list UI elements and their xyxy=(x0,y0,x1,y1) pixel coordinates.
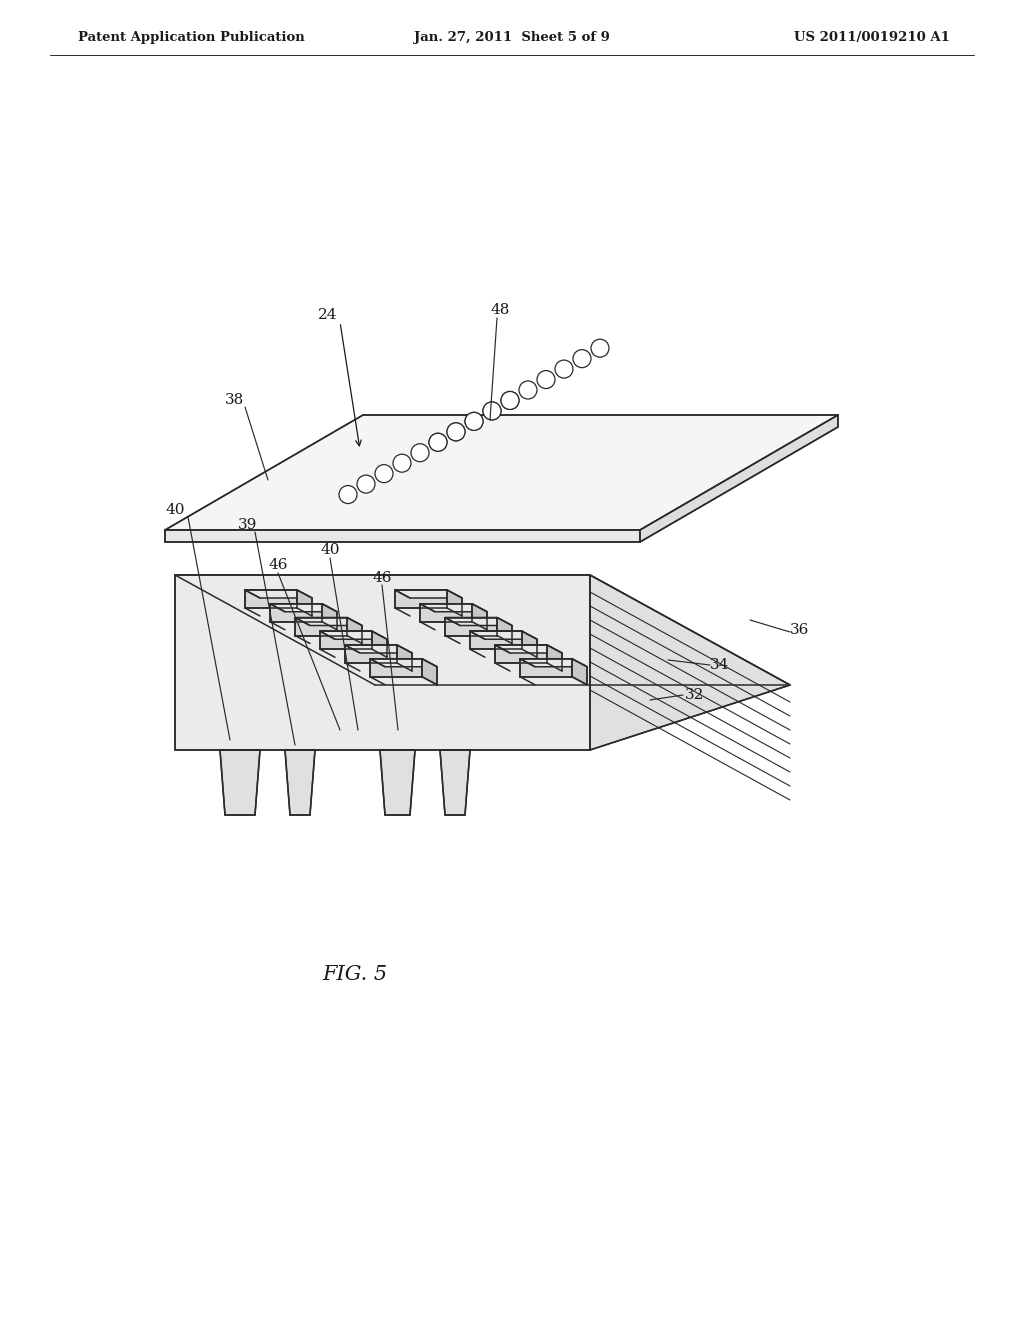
Polygon shape xyxy=(175,576,790,685)
Circle shape xyxy=(483,401,501,420)
Polygon shape xyxy=(295,618,347,635)
Circle shape xyxy=(465,412,483,430)
Polygon shape xyxy=(270,603,322,622)
Circle shape xyxy=(375,465,393,483)
Polygon shape xyxy=(445,618,497,635)
Text: 40: 40 xyxy=(165,503,184,517)
Polygon shape xyxy=(347,618,362,644)
Polygon shape xyxy=(395,590,447,609)
Polygon shape xyxy=(420,603,472,622)
Text: Patent Application Publication: Patent Application Publication xyxy=(78,30,305,44)
Circle shape xyxy=(465,412,483,430)
Polygon shape xyxy=(319,631,372,649)
Polygon shape xyxy=(220,750,260,814)
Polygon shape xyxy=(547,645,562,671)
Polygon shape xyxy=(370,659,437,667)
Polygon shape xyxy=(322,603,337,630)
Polygon shape xyxy=(245,590,297,609)
Text: 40: 40 xyxy=(321,543,340,557)
Polygon shape xyxy=(165,414,838,531)
Polygon shape xyxy=(520,659,587,667)
Text: 39: 39 xyxy=(239,517,258,532)
Polygon shape xyxy=(319,631,387,639)
Polygon shape xyxy=(395,590,462,598)
Polygon shape xyxy=(297,590,312,616)
Polygon shape xyxy=(520,659,572,677)
Polygon shape xyxy=(447,590,462,616)
Circle shape xyxy=(555,360,573,378)
Text: Jan. 27, 2011  Sheet 5 of 9: Jan. 27, 2011 Sheet 5 of 9 xyxy=(414,30,610,44)
Polygon shape xyxy=(497,618,512,644)
Circle shape xyxy=(339,486,357,503)
Circle shape xyxy=(447,422,465,441)
Polygon shape xyxy=(470,631,537,639)
Polygon shape xyxy=(165,531,640,543)
Circle shape xyxy=(501,392,519,409)
Text: 36: 36 xyxy=(791,623,810,638)
Circle shape xyxy=(447,422,465,441)
Circle shape xyxy=(519,381,537,399)
Polygon shape xyxy=(175,576,590,750)
Circle shape xyxy=(483,401,501,420)
Circle shape xyxy=(357,475,375,494)
Text: US 2011/0019210 A1: US 2011/0019210 A1 xyxy=(795,30,950,44)
Polygon shape xyxy=(590,576,790,750)
Text: 24: 24 xyxy=(318,308,338,322)
Polygon shape xyxy=(380,750,415,814)
Polygon shape xyxy=(472,603,487,630)
Polygon shape xyxy=(270,603,337,611)
Polygon shape xyxy=(572,659,587,685)
Polygon shape xyxy=(397,645,412,671)
Circle shape xyxy=(591,339,609,358)
Polygon shape xyxy=(640,414,838,543)
Polygon shape xyxy=(495,645,562,653)
Text: 38: 38 xyxy=(225,393,245,407)
Polygon shape xyxy=(285,750,315,814)
Text: FIG. 5: FIG. 5 xyxy=(323,965,387,985)
Polygon shape xyxy=(422,659,437,685)
Circle shape xyxy=(393,454,411,473)
Polygon shape xyxy=(420,603,487,611)
Circle shape xyxy=(411,444,429,462)
Circle shape xyxy=(501,392,519,409)
Text: 46: 46 xyxy=(373,572,392,585)
Text: 34: 34 xyxy=(711,657,730,672)
Polygon shape xyxy=(370,659,422,677)
Polygon shape xyxy=(445,618,512,626)
Polygon shape xyxy=(345,645,412,653)
Polygon shape xyxy=(345,645,397,663)
Polygon shape xyxy=(295,618,362,626)
Polygon shape xyxy=(522,631,537,657)
Text: 46: 46 xyxy=(268,558,288,572)
Text: 32: 32 xyxy=(685,688,705,702)
Polygon shape xyxy=(495,645,547,663)
Circle shape xyxy=(429,433,447,451)
Polygon shape xyxy=(245,590,312,598)
Circle shape xyxy=(537,371,555,388)
Polygon shape xyxy=(440,750,470,814)
Text: 48: 48 xyxy=(490,304,510,317)
Polygon shape xyxy=(372,631,387,657)
Polygon shape xyxy=(470,631,522,649)
Circle shape xyxy=(429,433,447,451)
Circle shape xyxy=(573,350,591,368)
